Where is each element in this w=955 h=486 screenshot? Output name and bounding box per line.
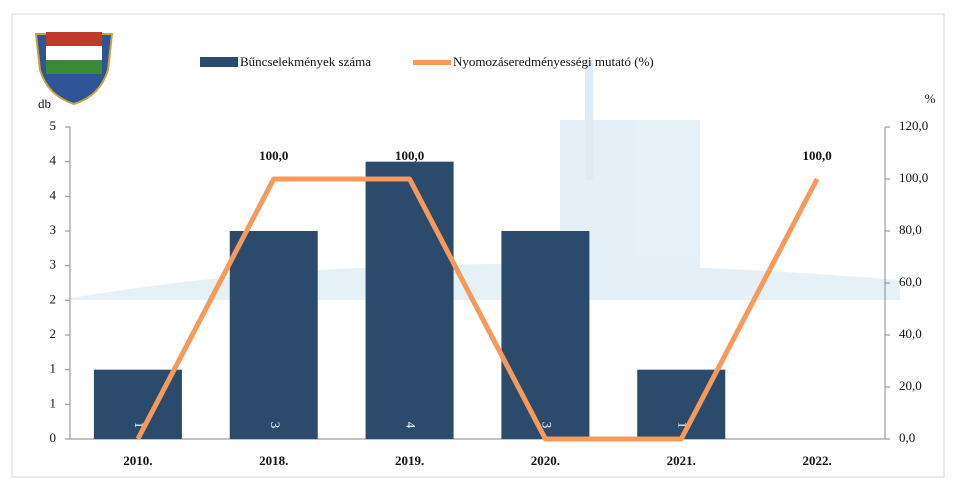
yticks-label: 1 [50,395,57,410]
x-tick-label: 2022. [802,453,831,468]
yticks-label: 3 [50,222,57,237]
x-tick-label: 2020. [531,453,560,468]
bar [365,161,454,439]
yticks-label: 0 [50,430,57,445]
x-tick-label: 2010. [123,453,152,468]
line-value-label: 100,0 [802,148,831,163]
x-tick-label: 2021. [667,453,696,468]
y2ticks-label: 60,0 [899,274,922,289]
logo [34,32,114,106]
legend-swatch [413,60,452,65]
bar [501,231,590,439]
y-axis-label: db [38,96,51,111]
y2ticks-label: 100,0 [899,170,928,185]
y2ticks-label: 0,0 [899,430,915,445]
y2ticks-label: 120,0 [899,118,928,133]
x-tick-label: 2018. [259,453,288,468]
yticks-label: 2 [50,326,57,341]
bar-value-label: 1 [132,422,147,429]
legend-label: Bűncselekmények száma [240,54,371,69]
line-value-label: 100,0 [395,148,424,163]
yticks-label: 5 [50,118,57,133]
yticks-label: 4 [50,187,57,202]
yticks-label: 2 [50,291,57,306]
y2ticks-label: 20,0 [899,378,922,393]
y2ticks-label: 80,0 [899,222,922,237]
line-series [135,176,820,442]
bar-value-label: 3 [539,422,554,429]
bar-value-label: 3 [268,422,283,429]
yticks-label: 1 [50,361,57,376]
yticks-label: 4 [50,153,57,168]
x-tick-label: 2019. [395,453,424,468]
bar-value-label: 1 [675,422,690,429]
yticks-label: 3 [50,257,57,272]
bar [229,231,318,439]
bar-value-label: 4 [404,422,419,429]
legend-label: Nyomozáseredményességi mutató (%) [453,54,654,69]
y2ticks-label: 40,0 [899,326,922,341]
legend-swatch [200,57,238,67]
y2-axis-label: % [925,91,936,106]
line-value-label: 100,0 [259,148,288,163]
